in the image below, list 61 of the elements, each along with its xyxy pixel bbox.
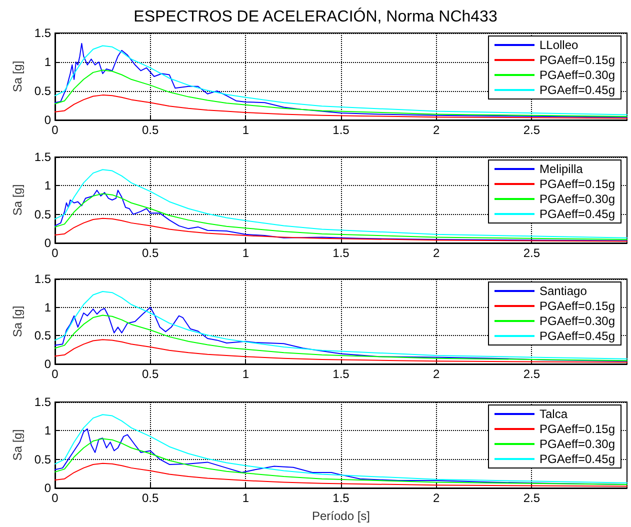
y-tick-label: 1.5: [34, 150, 52, 164]
line-series: [54, 70, 628, 118]
y-tick-label: 1: [44, 55, 52, 69]
x-tick-label: 1: [242, 123, 250, 137]
y-tick-label: 0.5: [34, 207, 52, 222]
y-axis-title: Sa [g]: [10, 60, 24, 92]
y-tick-label: 1: [44, 300, 52, 314]
x-tick-label: 1.5: [332, 123, 350, 137]
y-tick-label: 1: [44, 178, 52, 193]
y-tick-label: 0: [44, 236, 52, 250]
x-tick-label: 0.5: [142, 123, 159, 137]
y-tick-label: 1: [44, 424, 52, 438]
legend-label: PGAeff=0.30g: [539, 68, 616, 82]
chart-title: ESPECTROS DE ACELERACIÓN, Norma NCh433: [134, 8, 498, 26]
x-tick-label: 2.5: [523, 491, 540, 505]
y-tick-label: 1.5: [34, 26, 52, 40]
y-tick-label: 0: [44, 481, 52, 495]
y-axis-title: Sa [g]: [10, 184, 24, 216]
legend-label: Talca: [539, 407, 568, 421]
legend-label: Santiago: [539, 284, 588, 298]
legend-label: PGAeff=0.15g: [539, 299, 616, 313]
x-tick-label: 1.5: [332, 246, 350, 260]
legend-label: Melipilla: [539, 162, 584, 176]
y-tick-label: 0: [44, 357, 52, 371]
legend-label: PGAeff=0.30g: [539, 437, 616, 451]
y-tick-label: 0.5: [34, 452, 52, 466]
x-tick-label: 0.5: [142, 491, 159, 505]
legend-label: PGAeff=0.45g: [539, 329, 616, 343]
x-tick-label: 0.5: [142, 246, 159, 260]
y-axis-title: Sa [g]: [10, 306, 24, 338]
y-tick-label: 0: [44, 113, 52, 127]
x-tick-label: 1: [242, 246, 250, 260]
legend-label: PGAeff=0.45g: [539, 452, 616, 466]
x-tick-label: 2.5: [523, 246, 540, 260]
x-tick-label: 2: [432, 246, 440, 260]
legend-label: PGAeff=0.30g: [539, 192, 616, 206]
x-tick-label: 2: [432, 491, 440, 505]
x-tick-label: 2.5: [523, 367, 540, 381]
legend-label: PGAeff=0.30g: [539, 314, 616, 328]
line-series: [54, 438, 628, 486]
x-tick-label: 0.5: [142, 367, 159, 381]
x-tick-label: 1: [242, 491, 250, 505]
x-tick-label: 2.5: [523, 123, 540, 137]
legend-label: PGAeff=0.15g: [539, 422, 616, 436]
y-tick-label: 1.5: [34, 395, 52, 409]
x-tick-label: 1.5: [332, 491, 350, 505]
x-tick-label: 1.5: [332, 367, 350, 381]
legend-label: LLolleo: [539, 38, 579, 52]
x-axis-title: Período [s]: [312, 509, 370, 523]
line-series: [54, 314, 628, 362]
legend-label: PGAeff=0.15g: [539, 53, 616, 67]
y-tick-label: 0.5: [34, 84, 52, 98]
y-axis-title: Sa [g]: [10, 429, 24, 461]
legend-label: PGAeff=0.15g: [539, 177, 616, 191]
legend-label: PGAeff=0.45g: [539, 83, 616, 97]
legend-label: PGAeff=0.45g: [539, 207, 616, 221]
x-tick-label: 2: [432, 367, 440, 381]
x-tick-label: 1: [242, 367, 250, 381]
y-tick-label: 1.5: [34, 272, 52, 286]
y-tick-label: 0.5: [34, 328, 52, 343]
x-tick-label: 2: [432, 123, 440, 137]
